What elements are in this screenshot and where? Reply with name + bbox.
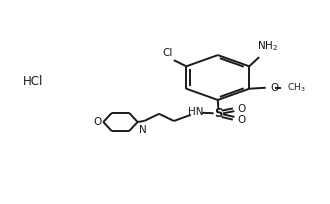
Text: O: O — [93, 117, 102, 127]
Text: O: O — [237, 104, 245, 114]
Text: O: O — [271, 83, 279, 93]
Text: NH$_2$: NH$_2$ — [257, 40, 278, 53]
Text: HN: HN — [188, 107, 204, 117]
Text: S: S — [214, 107, 223, 120]
Text: O: O — [237, 115, 245, 125]
Text: HCl: HCl — [23, 75, 44, 88]
Text: Cl: Cl — [163, 48, 173, 58]
Text: CH$_3$: CH$_3$ — [286, 81, 305, 94]
Text: N: N — [139, 125, 147, 135]
